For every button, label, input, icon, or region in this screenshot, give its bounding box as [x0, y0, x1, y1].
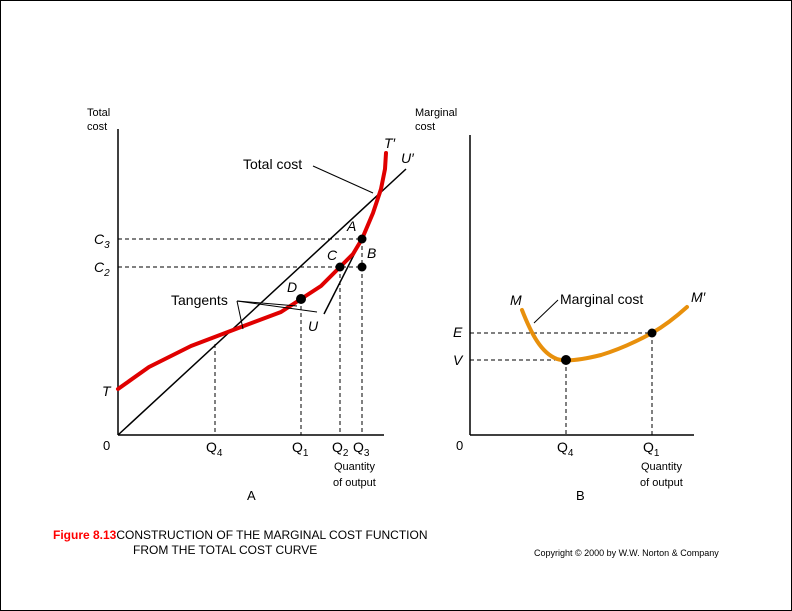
label-t-prime: T′ — [384, 135, 397, 151]
tangents-callout-2 — [236, 300, 318, 313]
tangents-callout-3 — [236, 300, 244, 330]
label-e: E — [453, 324, 463, 340]
label-m: M — [510, 292, 522, 308]
label-q1-a: Q1 — [292, 439, 309, 459]
point-q1-dot — [647, 328, 657, 338]
point-minimum-dot — [561, 355, 571, 365]
label-c2: C2 — [94, 259, 110, 279]
label-t: T — [102, 383, 112, 399]
panel-a-y-label-1: Total — [87, 107, 110, 119]
marginal-cost-callout — [533, 299, 559, 324]
ray-from-origin-tangent — [117, 168, 407, 436]
label-q4-b: Q4 — [557, 439, 574, 459]
panel-b-x-label-1: Quantity — [641, 461, 682, 473]
tangents-label: Tangents — [171, 292, 228, 308]
panel-b-label: B — [576, 488, 585, 503]
copyright-notice: Copyright © 2000 by W.W. Norton & Compan… — [534, 548, 719, 558]
label-point-d: D — [287, 279, 297, 295]
label-point-c: C — [327, 247, 338, 263]
label-point-a: A — [346, 218, 356, 234]
tangents-callout-1 — [236, 300, 298, 307]
panel-a-label: A — [247, 488, 256, 503]
label-v: V — [453, 352, 464, 368]
caption-line-1: CONSTRUCTION OF THE MARGINAL COST FUNCTI… — [116, 528, 428, 542]
marginal-cost-curve — [520, 305, 689, 363]
panel-a: Total cost 0 Quantity of output A — [87, 107, 415, 503]
label-q2-a: Q2 — [332, 439, 349, 459]
point-a-dot — [357, 234, 367, 244]
caption-line-2: FROM THE TOTAL COST CURVE — [133, 543, 318, 557]
panel-b-guides — [470, 332, 653, 435]
label-q1-b: Q1 — [643, 439, 660, 459]
panel-b-y-label-2: cost — [415, 121, 435, 133]
label-m-prime: M′ — [691, 289, 707, 305]
panel-b-origin: 0 — [456, 438, 463, 453]
label-u: U — [308, 318, 319, 334]
panel-a-origin: 0 — [103, 438, 110, 453]
panel-a-x-label-1: Quantity — [334, 461, 375, 473]
panel-b: Marginal cost 0 Quantity of output B Mar… — [415, 107, 707, 503]
panel-a-x-label-2: of output — [333, 477, 376, 489]
label-q3-a: Q3 — [353, 439, 370, 459]
panel-a-guides — [118, 238, 363, 435]
panel-b-y-label-1: Marginal — [415, 107, 457, 119]
figure-diagram: Total cost 0 Quantity of output A — [87, 107, 707, 503]
total-cost-label: Total cost — [243, 156, 302, 172]
total-cost-callout — [312, 165, 374, 194]
marginal-cost-label: Marginal cost — [560, 291, 643, 307]
figure-number: Figure 8.13 — [53, 528, 117, 542]
label-q4-a: Q4 — [206, 439, 223, 459]
label-point-b: B — [367, 245, 376, 261]
label-c3: C3 — [94, 231, 110, 251]
point-d-dot — [296, 294, 306, 304]
figure-caption: Figure 8.13CONSTRUCTION OF THE MARGINAL … — [53, 528, 427, 558]
point-c-dot — [335, 262, 345, 272]
panel-a-y-label-2: cost — [87, 121, 107, 133]
point-b-dot — [357, 262, 367, 272]
total-cost-curve — [116, 151, 388, 391]
panel-b-x-label-2: of output — [640, 477, 683, 489]
label-u-prime: U′ — [401, 150, 415, 166]
